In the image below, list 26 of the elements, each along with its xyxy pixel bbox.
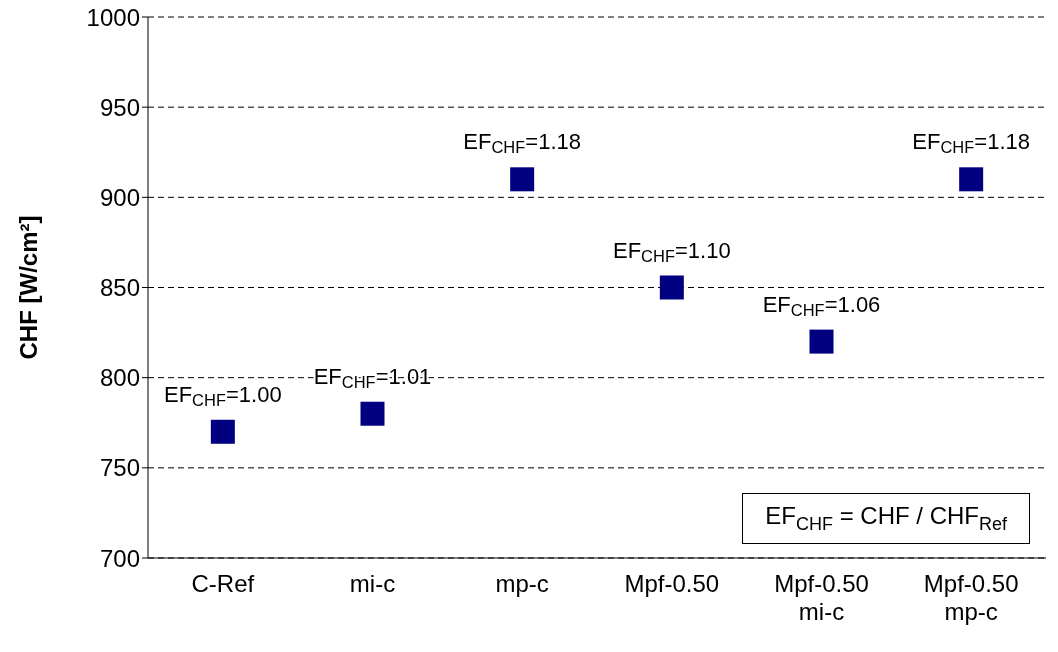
x-tick-label: Mpf-0.50 bbox=[624, 570, 720, 597]
point bbox=[510, 167, 535, 192]
annotation: EF$_{CHF}$=1.18 bbox=[912, 129, 1031, 157]
y-tick-label: 1000 bbox=[86, 3, 140, 31]
y-tick-label: 750 bbox=[99, 454, 140, 482]
annotation: EF$_{CHF}$=1.10 bbox=[612, 237, 731, 265]
annotation: EF$_{CHF}$=1.06 bbox=[762, 291, 881, 319]
point bbox=[360, 401, 385, 426]
x-tick-label: mp-c bbox=[495, 570, 549, 597]
y-tick-label: 850 bbox=[99, 274, 140, 302]
y-tick-label: 900 bbox=[99, 183, 140, 211]
annotation: EF$_{CHF}$ = CHF / CHF$_{Ref}$ bbox=[765, 502, 1007, 534]
point bbox=[210, 419, 235, 444]
x-tick-label: C-Ref bbox=[191, 570, 255, 597]
x-tick-label: Mpf-0.50 mi-c bbox=[774, 570, 869, 625]
x-tick-label: mi-c bbox=[349, 570, 396, 597]
point bbox=[959, 167, 984, 192]
point bbox=[659, 275, 684, 300]
point bbox=[809, 329, 834, 354]
x-tick-label: Mpf-0.50 mp-c bbox=[923, 570, 1019, 625]
annotation: EF$_{CHF}$=1.00 bbox=[163, 381, 282, 410]
y-axis-title: CHF [W/cm²] bbox=[14, 215, 42, 360]
y-tick-label: 950 bbox=[99, 93, 140, 121]
annotation: EF$_{CHF}$=1.18 bbox=[463, 129, 582, 157]
y-tick-label: 800 bbox=[99, 364, 140, 392]
y-tick-label: 700 bbox=[99, 544, 140, 572]
